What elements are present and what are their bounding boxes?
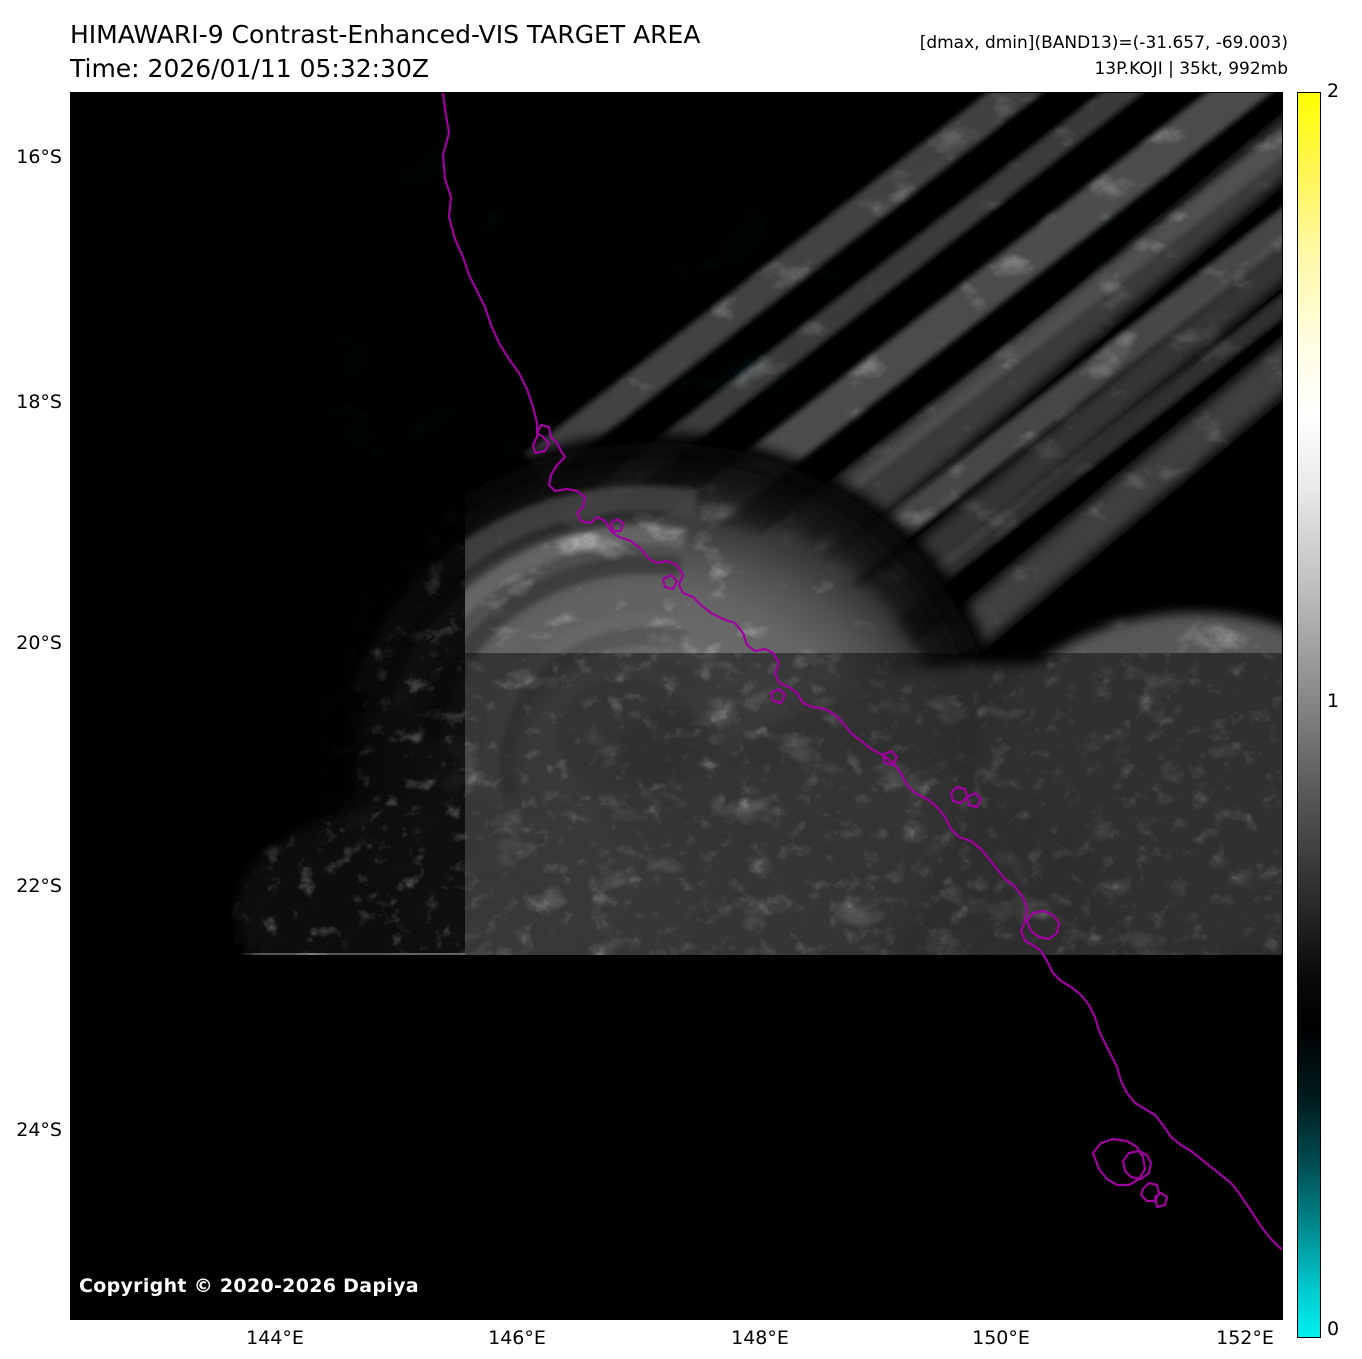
y-tick-label: 20°S (16, 632, 62, 654)
colorbar-tick-label: 0 (1327, 1318, 1340, 1340)
storm-info: 13P.KOJI | 35kt, 992mb (1094, 59, 1288, 79)
y-tick-label: 24°S (16, 1119, 62, 1141)
satellite-imagery-svg (135, 93, 1282, 955)
x-tick-label: 148°E (731, 1327, 789, 1349)
x-tick-label: 150°E (972, 1327, 1030, 1349)
y-tick-label: 16°S (16, 146, 62, 168)
timestamp: Time: 2026/01/11 05:32:30Z (70, 54, 429, 83)
x-tick-label: 152°E (1216, 1327, 1274, 1349)
title-block: HIMAWARI-9 Contrast-Enhanced-VIS TARGET … (70, 18, 700, 86)
satellite-plot-area[interactable]: Copyright © 2020-2026 Dapiya (70, 92, 1283, 1320)
image-clip (71, 93, 1282, 1319)
page-title: HIMAWARI-9 Contrast-Enhanced-VIS TARGET … (70, 20, 701, 49)
colorbar[interactable] (1297, 92, 1321, 1338)
copyright-label: Copyright © 2020-2026 Dapiya (79, 1275, 419, 1297)
dmax-dmin-readout: [dmax, dmin](BAND13)=(-31.657, -69.003) (919, 33, 1288, 53)
x-tick-label: 146°E (488, 1327, 546, 1349)
colorbar-tick-label: 2 (1327, 80, 1340, 102)
colorbar-gradient (1297, 92, 1321, 1338)
coastline-overlay (441, 93, 1282, 1251)
colorbar-tick-label: 1 (1327, 690, 1340, 712)
y-tick-label: 22°S (16, 875, 62, 897)
satellite-raster (135, 93, 1282, 955)
x-tick-label: 144°E (246, 1327, 304, 1349)
coastline-path (441, 93, 1282, 1251)
metadata-block: [dmax, dmin](BAND13)=(-31.657, -69.003) … (920, 30, 1288, 82)
y-tick-label: 18°S (16, 391, 62, 413)
